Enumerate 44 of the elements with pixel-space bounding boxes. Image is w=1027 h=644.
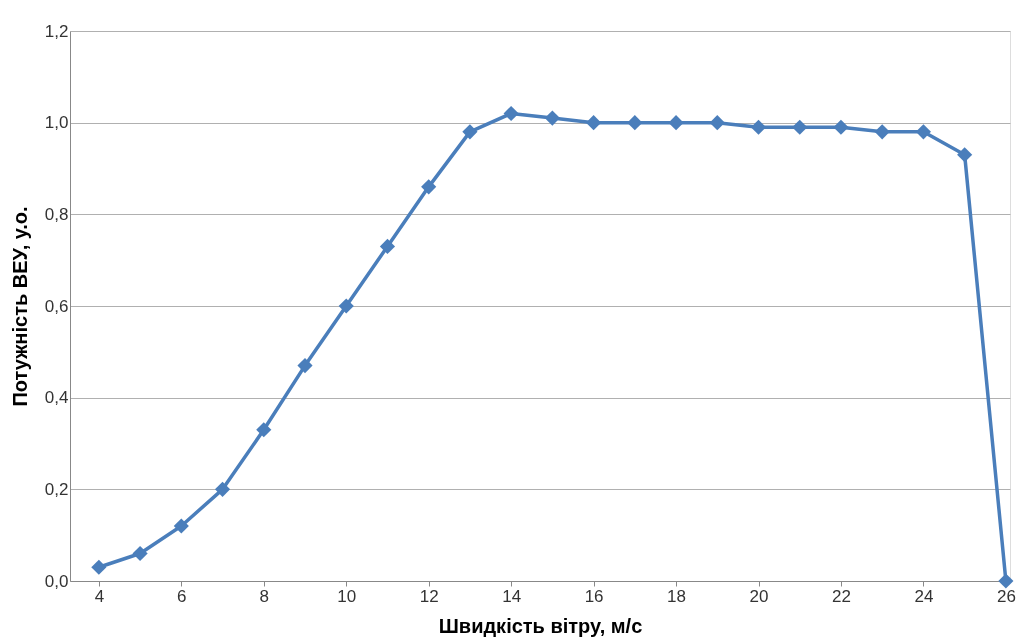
x-tick-label: 4 [94,586,105,606]
point [297,358,313,374]
point [462,124,478,140]
y-tick-label: 0,8 [44,204,69,224]
y-tick-label: 1,2 [44,21,69,41]
y-tick-label: 1,0 [44,113,69,133]
point [379,238,396,254]
x-tick-label: 12 [419,586,439,606]
point [915,124,931,140]
point [833,119,849,135]
point [709,115,725,131]
point [792,119,808,135]
y-tick-label: 0,4 [44,388,69,408]
point [214,481,231,497]
point [750,119,767,135]
point [544,110,560,126]
x-tick-label: 6 [177,586,187,606]
point [421,179,437,195]
point [586,115,602,131]
y-tick-label: 0,6 [44,296,69,316]
point [998,573,1014,589]
y-axis-title: Потужність ВЕУ, у.о. [8,206,31,407]
x-tick-label: 22 [832,586,851,606]
y-tick-label: 0,2 [44,479,69,499]
x-tick-label: 14 [502,586,522,606]
x-tick-label: 8 [259,586,270,606]
point [957,147,973,163]
point [91,559,107,575]
x-tick-label: 26 [996,586,1016,606]
point [874,124,890,140]
point [668,115,684,131]
point [627,115,643,131]
x-tick-label: 18 [667,586,687,606]
point [132,545,148,562]
y-tick-label: 0,0 [44,571,69,591]
point [338,298,354,314]
x-tick-label: 10 [337,586,357,606]
x-tick-label: 20 [749,586,769,606]
x-tick-label: 24 [914,586,934,606]
x-axis-title: Швидкість вітру, м/с [438,614,643,637]
point [256,422,272,438]
point [503,105,519,122]
point [173,518,189,534]
x-tick-label: 16 [584,586,604,606]
